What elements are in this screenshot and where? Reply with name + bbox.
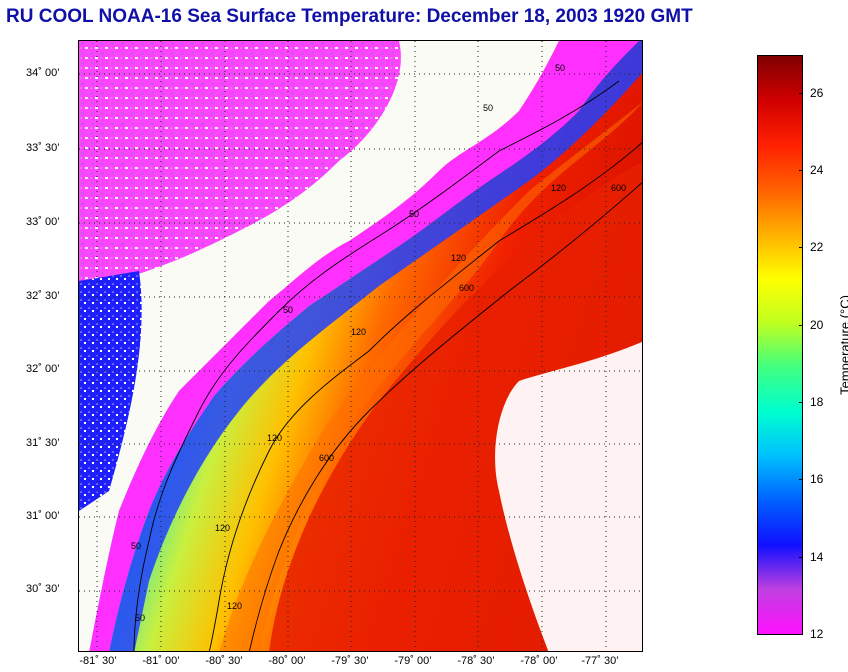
isobath-label: 120	[267, 433, 282, 443]
colorbar-tick-mark	[799, 170, 803, 171]
latitude-label: 32˚ 30’	[26, 290, 60, 302]
cloud-cover	[79, 41, 401, 291]
isobath-label: 50	[135, 613, 145, 623]
colorbar-axis-label: Temperature (°C)	[837, 295, 848, 395]
isobath-label: 120	[227, 601, 242, 611]
isobath-label-group: 50 50 50 50 50 50 120 120 120 120 120 12…	[131, 63, 626, 623]
latitude-label: 30˚ 30’	[26, 583, 60, 595]
isobath-label: 600	[319, 453, 334, 463]
longitude-label: -81˚ 00’	[142, 655, 180, 667]
colorbar-tick-label: 20	[810, 318, 824, 332]
latitude-label: 33˚ 00’	[26, 216, 60, 228]
latitude-label: 31˚ 30’	[26, 437, 60, 449]
coastal-cold-band	[89, 41, 639, 651]
colorbar-tick-label: 16	[810, 472, 824, 486]
longitude-label: -78˚ 00’	[520, 655, 558, 667]
sst-map-image: 50 50 50 50 50 50 120 120 120 120 120 12…	[79, 41, 642, 651]
front-orange-band	[219, 102, 642, 651]
longitude-label: -77˚ 30’	[581, 655, 619, 667]
latitude-label: 31˚ 00’	[26, 510, 60, 522]
isobath-label: 120	[451, 253, 466, 263]
longitude-label: -81˚ 30’	[79, 655, 117, 667]
map-title: RU COOL NOAA-16 Sea Surface Temperature:…	[6, 6, 693, 27]
isobath-600	[249, 182, 642, 651]
isobath-label: 50	[483, 103, 493, 113]
colorbar-tick-mark	[799, 93, 803, 94]
colorbar-tick-mark	[799, 479, 803, 480]
colorbar-tick-mark	[799, 402, 803, 403]
longitude-label: -79˚ 30’	[331, 655, 369, 667]
isobath-contours	[133, 80, 642, 651]
colorbar-tick-label: 24	[810, 163, 824, 177]
longitude-label: -79˚ 00’	[394, 655, 432, 667]
colorbar-tick-label: 14	[810, 550, 824, 564]
cloud-patch-southeast	[495, 341, 642, 651]
cold-land-pixels	[79, 271, 142, 511]
longitude-label: -78˚ 30’	[457, 655, 495, 667]
longitude-label: -80˚ 00’	[268, 655, 306, 667]
longitude-label: -80˚ 30’	[205, 655, 243, 667]
isobath-label: 50	[283, 305, 293, 315]
graticule	[79, 41, 642, 651]
latitude-label: 33˚ 30’	[26, 142, 60, 154]
temperature-colorbar	[757, 55, 803, 635]
colorbar-tick-label: 12	[810, 627, 824, 641]
colorbar-tick-label: 26	[810, 86, 824, 100]
isobath-120	[208, 142, 642, 651]
isobath-label: 120	[215, 523, 230, 533]
latitude-label: 34˚ 00’	[26, 67, 60, 79]
sst-map: 50 50 50 50 50 50 120 120 120 120 120 12…	[78, 40, 643, 652]
colorbar-tick-label: 18	[810, 395, 824, 409]
isobath-label: 120	[551, 183, 566, 193]
isobath-label: 50	[131, 541, 141, 551]
isobath-label: 50	[409, 209, 419, 219]
isobath-label: 50	[555, 63, 565, 73]
coastal-blue-band	[109, 41, 642, 651]
isobath-label: 600	[459, 283, 474, 293]
colorbar-tick-mark	[799, 557, 803, 558]
colorbar-tick-label: 22	[810, 240, 824, 254]
isobath-label: 600	[611, 183, 626, 193]
latitude-label: 32˚ 00’	[26, 363, 60, 375]
isobath-50	[133, 80, 620, 651]
colorbar-tick-mark	[799, 325, 803, 326]
colorbar-tick-mark	[799, 247, 803, 248]
isobath-label: 120	[351, 327, 366, 337]
colorbar-tick-mark	[799, 634, 803, 635]
